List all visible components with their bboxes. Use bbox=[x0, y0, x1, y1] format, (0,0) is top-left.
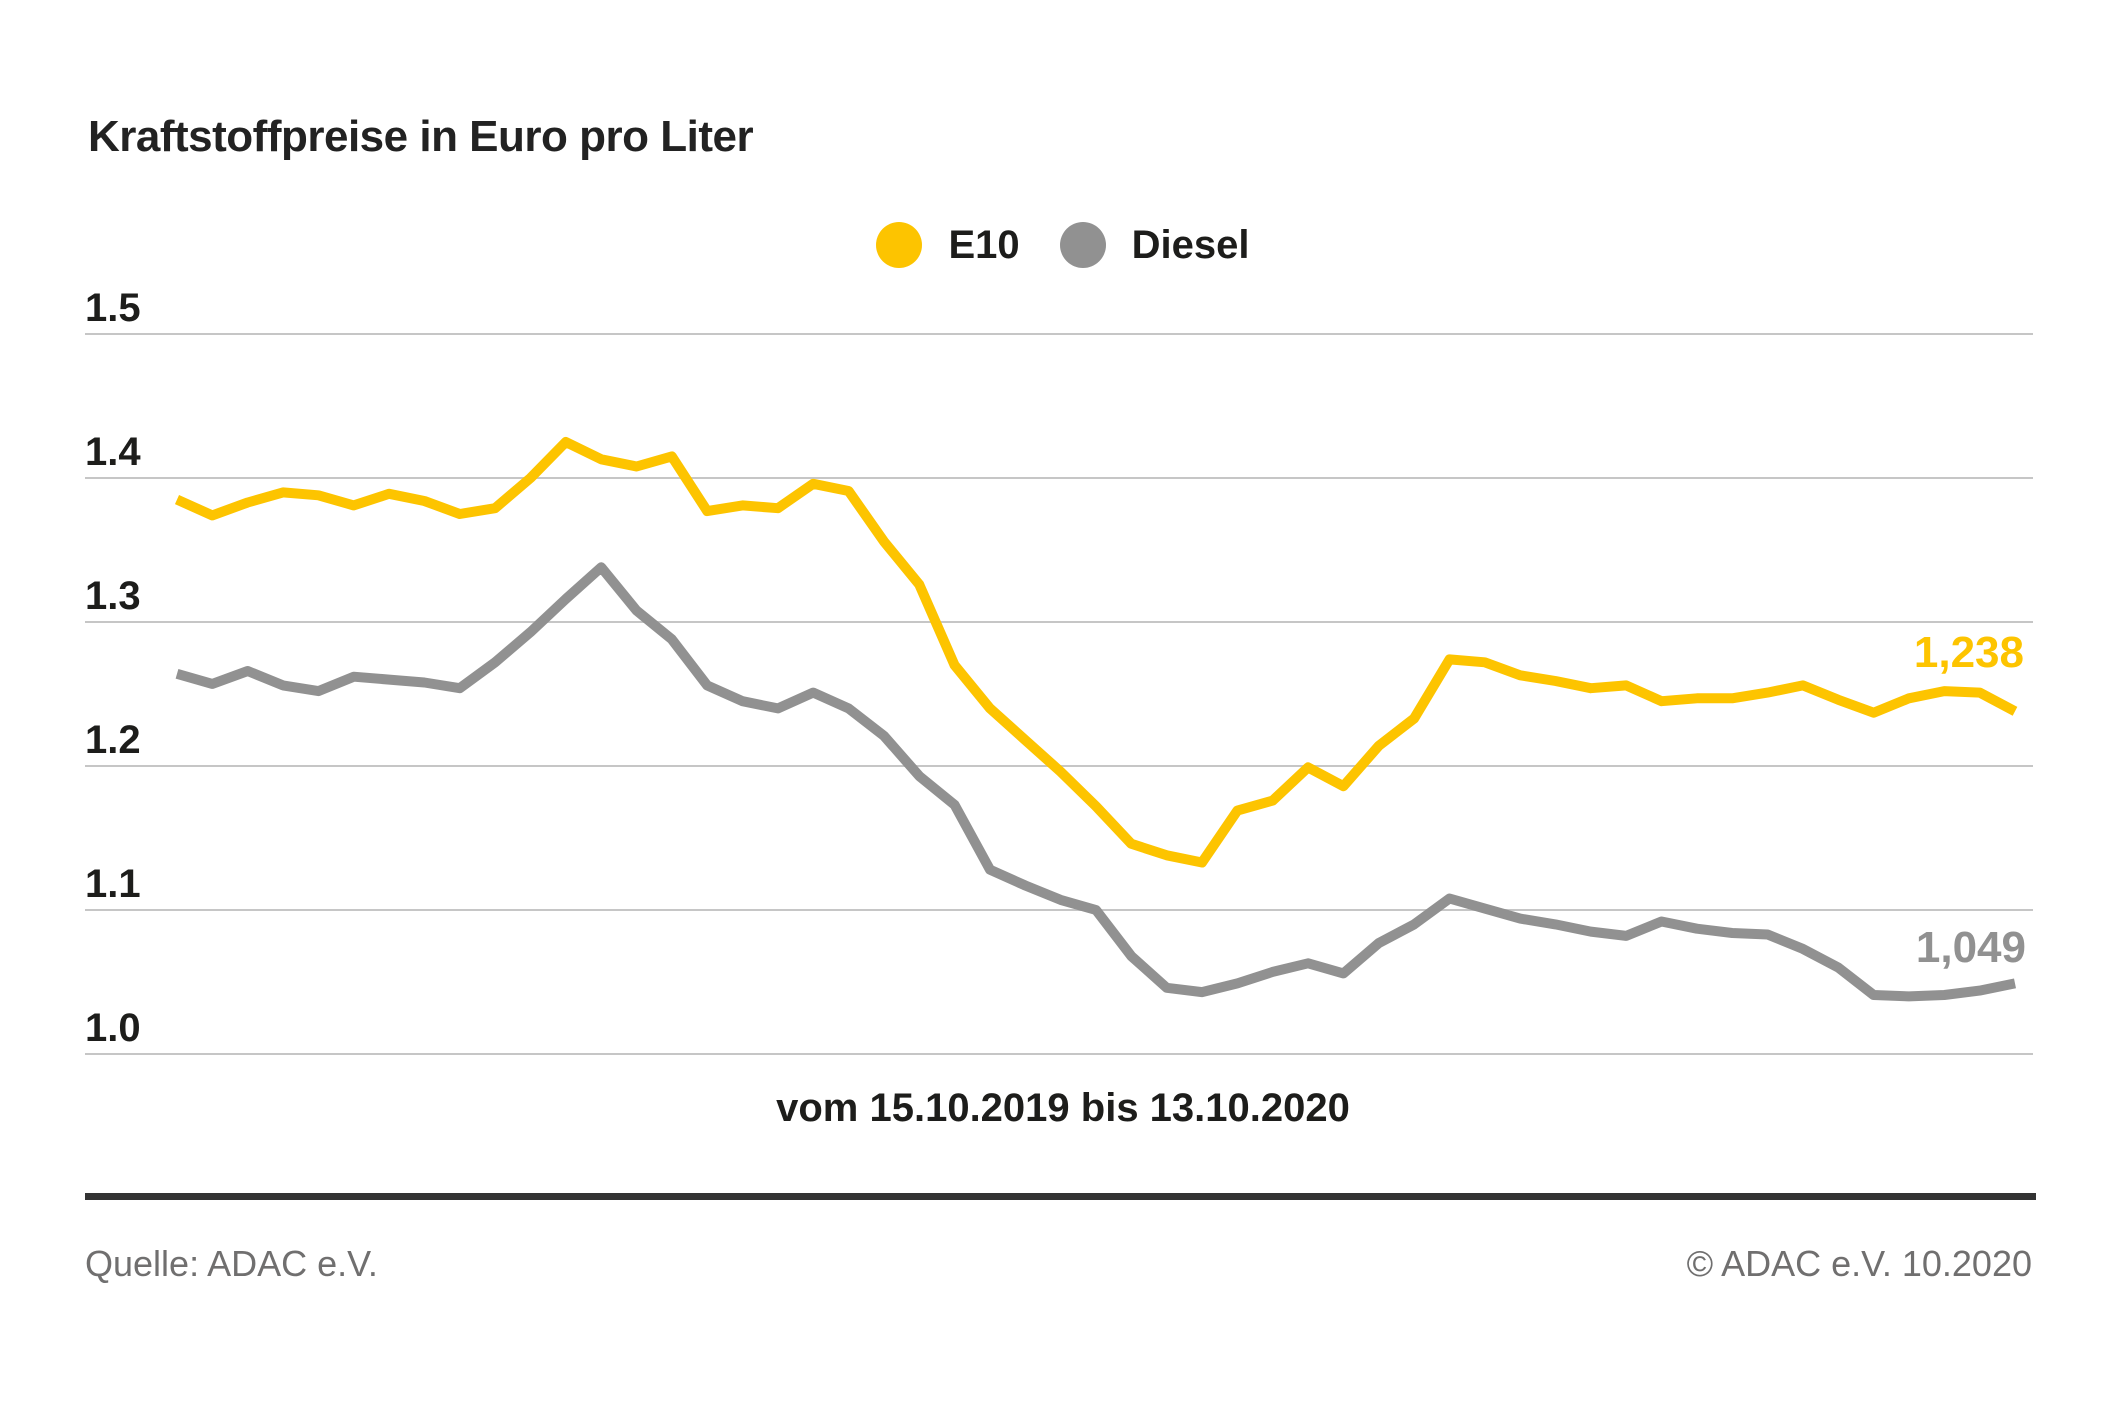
end-value-label-e10: 1,238 bbox=[1914, 628, 2024, 677]
y-tick-label-1.0: 1.0 bbox=[85, 1006, 141, 1050]
y-tick-label-1.2: 1.2 bbox=[85, 718, 141, 762]
y-tick-label-1.5: 1.5 bbox=[85, 286, 141, 330]
y-tick-label-1.1: 1.1 bbox=[85, 862, 141, 906]
y-tick-label-1.4: 1.4 bbox=[85, 430, 141, 474]
legend-label-diesel: Diesel bbox=[1131, 222, 1250, 267]
legend-dot-e10-icon bbox=[876, 222, 923, 268]
series-line-e10 bbox=[174, 437, 2018, 868]
chart-legend: E10 Diesel bbox=[0, 222, 2126, 268]
x-axis-caption: vom 15.10.2019 bis 13.10.2020 bbox=[776, 1086, 1350, 1130]
footer-copyright: © ADAC e.V. 10.2020 bbox=[1686, 1243, 2032, 1284]
legend-item-e10: E10 bbox=[876, 222, 1020, 268]
legend-dot-diesel-icon bbox=[1059, 222, 1106, 268]
legend-item-diesel: Diesel bbox=[1059, 222, 1250, 268]
footer-source: Quelle: ADAC e.V. bbox=[85, 1243, 378, 1284]
legend-label-e10: E10 bbox=[948, 222, 1020, 267]
footer-divider bbox=[85, 1193, 2036, 1200]
y-tick-label-1.3: 1.3 bbox=[85, 574, 141, 618]
end-value-label-diesel: 1,049 bbox=[1916, 923, 2026, 972]
page-title: Kraftstoffpreise in Euro pro Liter bbox=[88, 112, 754, 161]
series-line-diesel bbox=[175, 562, 2016, 1002]
